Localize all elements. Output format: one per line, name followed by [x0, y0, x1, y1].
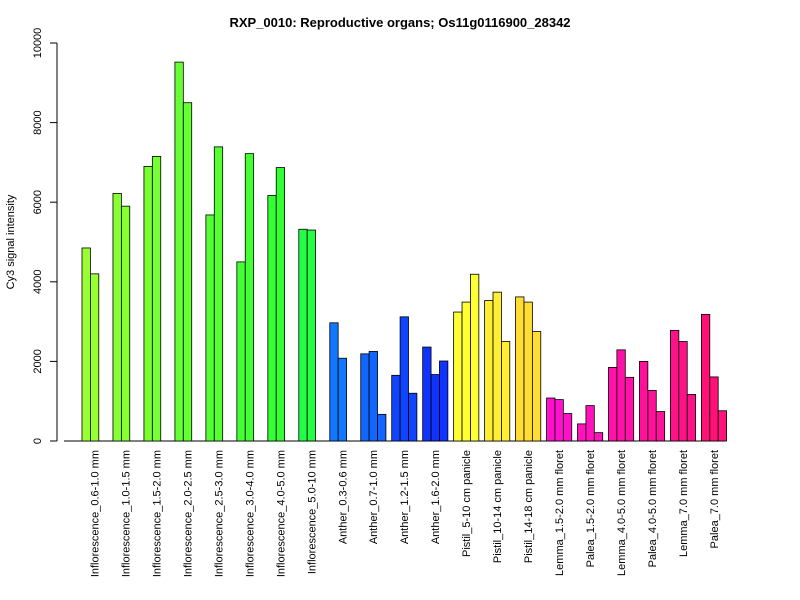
category-label: Inflorescence_2.0-2.5 mm	[182, 450, 194, 577]
bar	[81, 247, 91, 442]
bars-layer	[81, 61, 728, 442]
category-label: Pistil_5-10 cm panicle	[461, 450, 473, 557]
y-ticks: 0 2000 4000 6000 8000 10000	[32, 28, 57, 444]
bar	[213, 146, 224, 442]
category-label: Anther_0.7-1.0 mm	[368, 450, 380, 544]
bar	[90, 273, 100, 442]
chart-title: RXP_0010: Reproductive organs; Os11g0116…	[229, 15, 570, 30]
bar	[608, 366, 618, 442]
bar	[439, 360, 449, 442]
bar	[151, 156, 162, 442]
y-axis-label: Cy3 signal intensity	[5, 194, 17, 289]
bar	[484, 300, 494, 442]
bar	[554, 399, 564, 442]
category-label: Lemma_7.0 mm floret	[678, 450, 690, 557]
bar	[306, 229, 316, 442]
bar	[182, 102, 193, 442]
bar	[368, 351, 378, 442]
bar	[205, 214, 215, 442]
bar	[399, 316, 409, 442]
bar	[236, 261, 246, 442]
bar	[585, 405, 595, 442]
bar	[453, 311, 463, 442]
bar	[709, 376, 719, 442]
bar	[492, 291, 502, 442]
y-tick-label: 6000	[32, 190, 44, 214]
bar	[377, 413, 387, 442]
bar	[515, 296, 525, 442]
bar	[174, 61, 184, 442]
category-label: Inflorescence_2.5-3.0 mm	[213, 450, 225, 577]
bar	[461, 301, 471, 442]
bar	[717, 410, 728, 442]
bar	[501, 341, 511, 442]
category-label: Anther_1.6-2.0 mm	[430, 450, 442, 544]
category-label: Palea_1.5-2.0 mm floret	[585, 450, 597, 567]
bar	[639, 360, 649, 442]
category-label: Lemma_4.0-5.0 mm floret	[616, 450, 628, 576]
category-label: Lemma_1.5-2.0 mm floret	[554, 450, 566, 576]
bar	[531, 331, 542, 442]
category-label: Inflorescence_1.0-1.5 mm	[120, 450, 132, 577]
bar	[267, 195, 277, 442]
bar	[120, 205, 131, 442]
category-label: Inflorescence_0.6-1.0 mm	[90, 450, 102, 577]
bar	[523, 301, 533, 442]
bar	[408, 392, 418, 442]
bar	[624, 376, 635, 442]
category-label: Anther_1.2-1.5 mm	[399, 450, 411, 544]
bar	[391, 374, 401, 442]
category-label: Inflorescence_3.0-4.0 mm	[244, 450, 256, 577]
bar	[470, 273, 480, 442]
bar	[701, 314, 711, 442]
bar	[562, 413, 573, 442]
y-tick-label: 2000	[32, 349, 44, 373]
bar	[422, 346, 432, 442]
bar	[275, 167, 286, 442]
bar	[647, 390, 657, 442]
bar	[430, 374, 440, 442]
bar	[112, 193, 122, 442]
bar	[143, 165, 153, 442]
bar	[337, 357, 347, 442]
y-tick-label: 4000	[32, 270, 44, 294]
bar	[686, 394, 697, 442]
category-labels: Inflorescence_0.6-1.0 mm Inflorescence_1.…	[90, 450, 721, 577]
category-label: Palea_7.0 mm floret	[709, 450, 721, 548]
bar	[244, 153, 255, 442]
bar	[616, 349, 626, 442]
bar	[329, 322, 339, 442]
category-label: Inflorescence_4.0-5.0 mm	[275, 450, 287, 577]
category-label: Pistil_10-14 cm panicle	[492, 450, 504, 563]
bar	[655, 411, 666, 442]
bar	[546, 397, 556, 442]
category-label: Inflorescence_5.0-10 mm	[306, 450, 318, 574]
category-label: Anther_0.3-0.6 mm	[337, 450, 349, 544]
category-label: Inflorescence_1.5-2.0 mm	[151, 450, 163, 577]
y-tick-label: 0	[32, 438, 44, 444]
category-label: Palea_4.0-5.0 mm floret	[647, 450, 659, 567]
y-tick-label: 10000	[32, 28, 44, 59]
bar	[593, 432, 604, 442]
bar	[298, 228, 308, 442]
category-label: Pistil_14-18 cm panicle	[523, 450, 535, 563]
bar	[670, 329, 680, 442]
bar	[360, 353, 370, 442]
bar	[678, 341, 688, 442]
y-tick-label: 8000	[32, 110, 44, 134]
bar	[577, 423, 587, 442]
